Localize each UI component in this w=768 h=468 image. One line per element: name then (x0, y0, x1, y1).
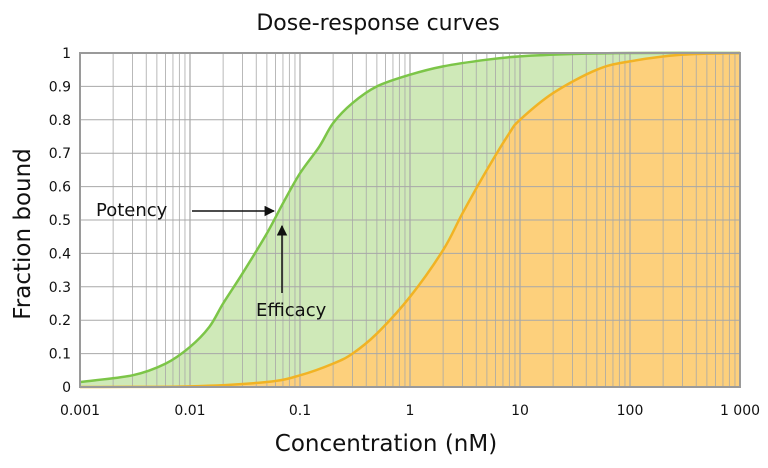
x-tick-label: 0.01 (174, 403, 205, 419)
y-tick-label: 0.6 (49, 180, 71, 196)
x-tick-label: 0.001 (60, 403, 100, 419)
x-tick-label: 1 000 (720, 403, 760, 419)
y-tick-label: 0.5 (49, 213, 71, 229)
y-tick-label: 0 (62, 380, 71, 396)
series-lines (79, 51, 741, 389)
orange-curve-fill (80, 53, 740, 387)
y-tick-label: 0.7 (49, 146, 71, 162)
x-tick-label: 1 (406, 403, 415, 419)
y-axis-label: Fraction bound (10, 148, 36, 320)
x-tick-label: 0.1 (289, 403, 311, 419)
x-axis-ticks: 0.001 0.01 0.1 1 10 100 1 000 (60, 403, 760, 419)
y-tick-label: 0.2 (49, 313, 71, 329)
orange-curve-line (79, 51, 741, 389)
x-tick-label: 100 (617, 403, 644, 419)
potency-annotation: Potency (96, 200, 276, 221)
y-tick-label: 0.4 (49, 246, 71, 262)
y-tick-label: 0.1 (49, 347, 71, 363)
plot-frame (79, 52, 741, 388)
chart-title: Dose-response curves (256, 11, 499, 36)
y-tick-label: 1 (62, 46, 71, 62)
y-axis-ticks: 0 0.1 0.2 0.3 0.4 0.5 0.6 0.7 0.8 0.9 1 (49, 46, 71, 396)
y-tick-label: 0.8 (49, 113, 71, 129)
y-tick-label: 0.9 (49, 79, 71, 95)
potency-label: Potency (96, 200, 168, 221)
efficacy-label: Efficacy (256, 300, 327, 321)
x-tick-label: 10 (511, 403, 529, 419)
y-tick-label: 0.3 (49, 280, 71, 296)
grid (80, 53, 740, 387)
green-curve-line (79, 51, 741, 384)
efficacy-annotation: Efficacy (256, 224, 327, 321)
x-axis-label: Concentration (nM) (275, 431, 497, 457)
